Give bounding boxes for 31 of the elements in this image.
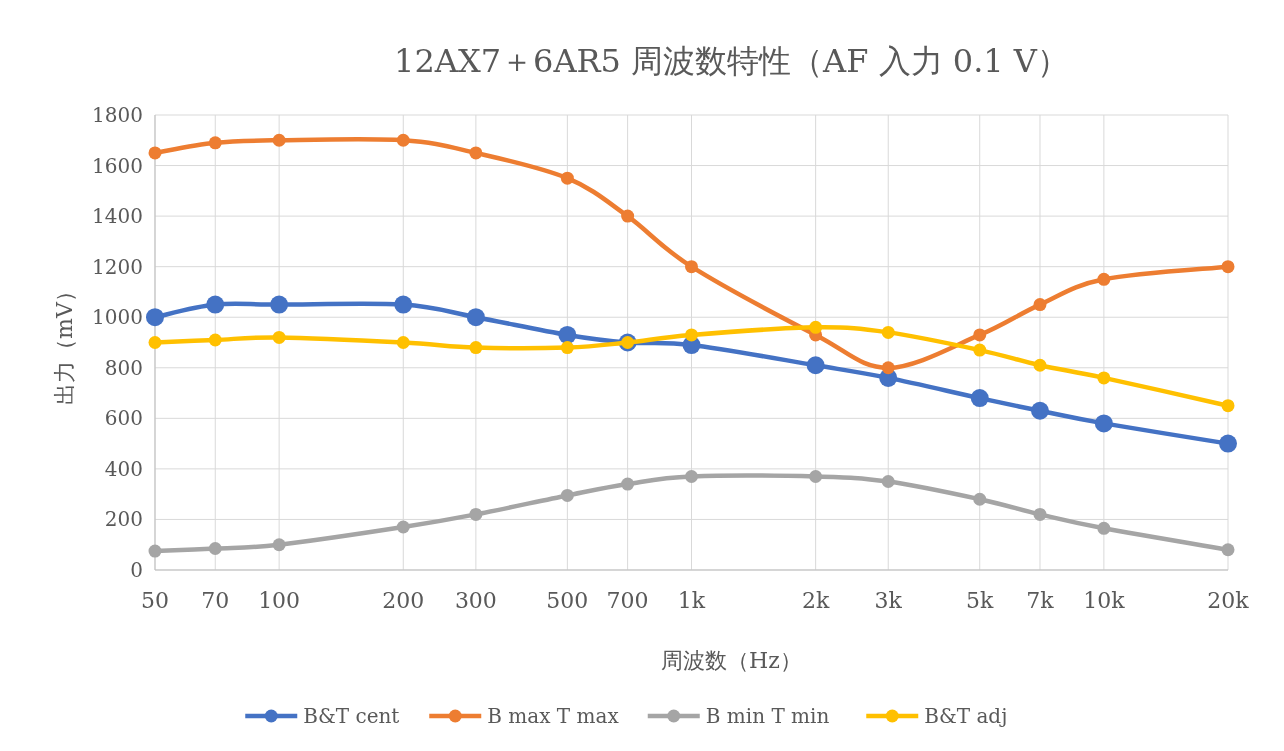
y-tick-label: 1000 (92, 305, 143, 330)
y-tick-label: 200 (104, 507, 143, 532)
x-tick-label: 70 (201, 588, 230, 613)
chart-title: 12AX7＋6AR5 周波数特性（AF 入力 0.1 V） (394, 42, 1069, 80)
x-tick-label: 3k (874, 588, 903, 613)
y-tick-label: 800 (104, 355, 143, 380)
y-tick-label: 1400 (92, 204, 143, 229)
x-tick-label: 200 (382, 588, 425, 613)
x-tick-label: 300 (454, 588, 497, 613)
y-tick-label: 1600 (92, 153, 143, 178)
y-tick-label: 400 (104, 456, 143, 481)
legend-label: B min T min (705, 704, 830, 728)
y-tick-label: 1800 (92, 103, 143, 127)
x-tick-label: 7k (1026, 588, 1055, 613)
legend-label: B&T cent (303, 704, 400, 728)
y-tick-label: 0 (130, 558, 143, 582)
x-tick-label: 100 (258, 588, 301, 613)
x-axis-title: 周波数（Hz） (661, 648, 802, 673)
legend-label: B max T max (487, 704, 620, 728)
legend-label: B&T adj (924, 704, 1008, 728)
x-tick-label: 700 (606, 588, 649, 613)
x-tick-label: 500 (546, 588, 589, 613)
y-axis-title: 出力（mV） (52, 280, 77, 405)
x-tick-label: 20k (1207, 588, 1250, 613)
x-tick-label: 50 (141, 588, 169, 613)
y-tick-label: 1200 (92, 254, 143, 279)
y-tick-label: 600 (104, 406, 143, 431)
x-tick-label: 1k (677, 588, 706, 613)
x-tick-label: 5k (966, 588, 995, 613)
x-tick-label: 2k (801, 588, 830, 613)
x-tick-label: 10k (1083, 588, 1126, 613)
